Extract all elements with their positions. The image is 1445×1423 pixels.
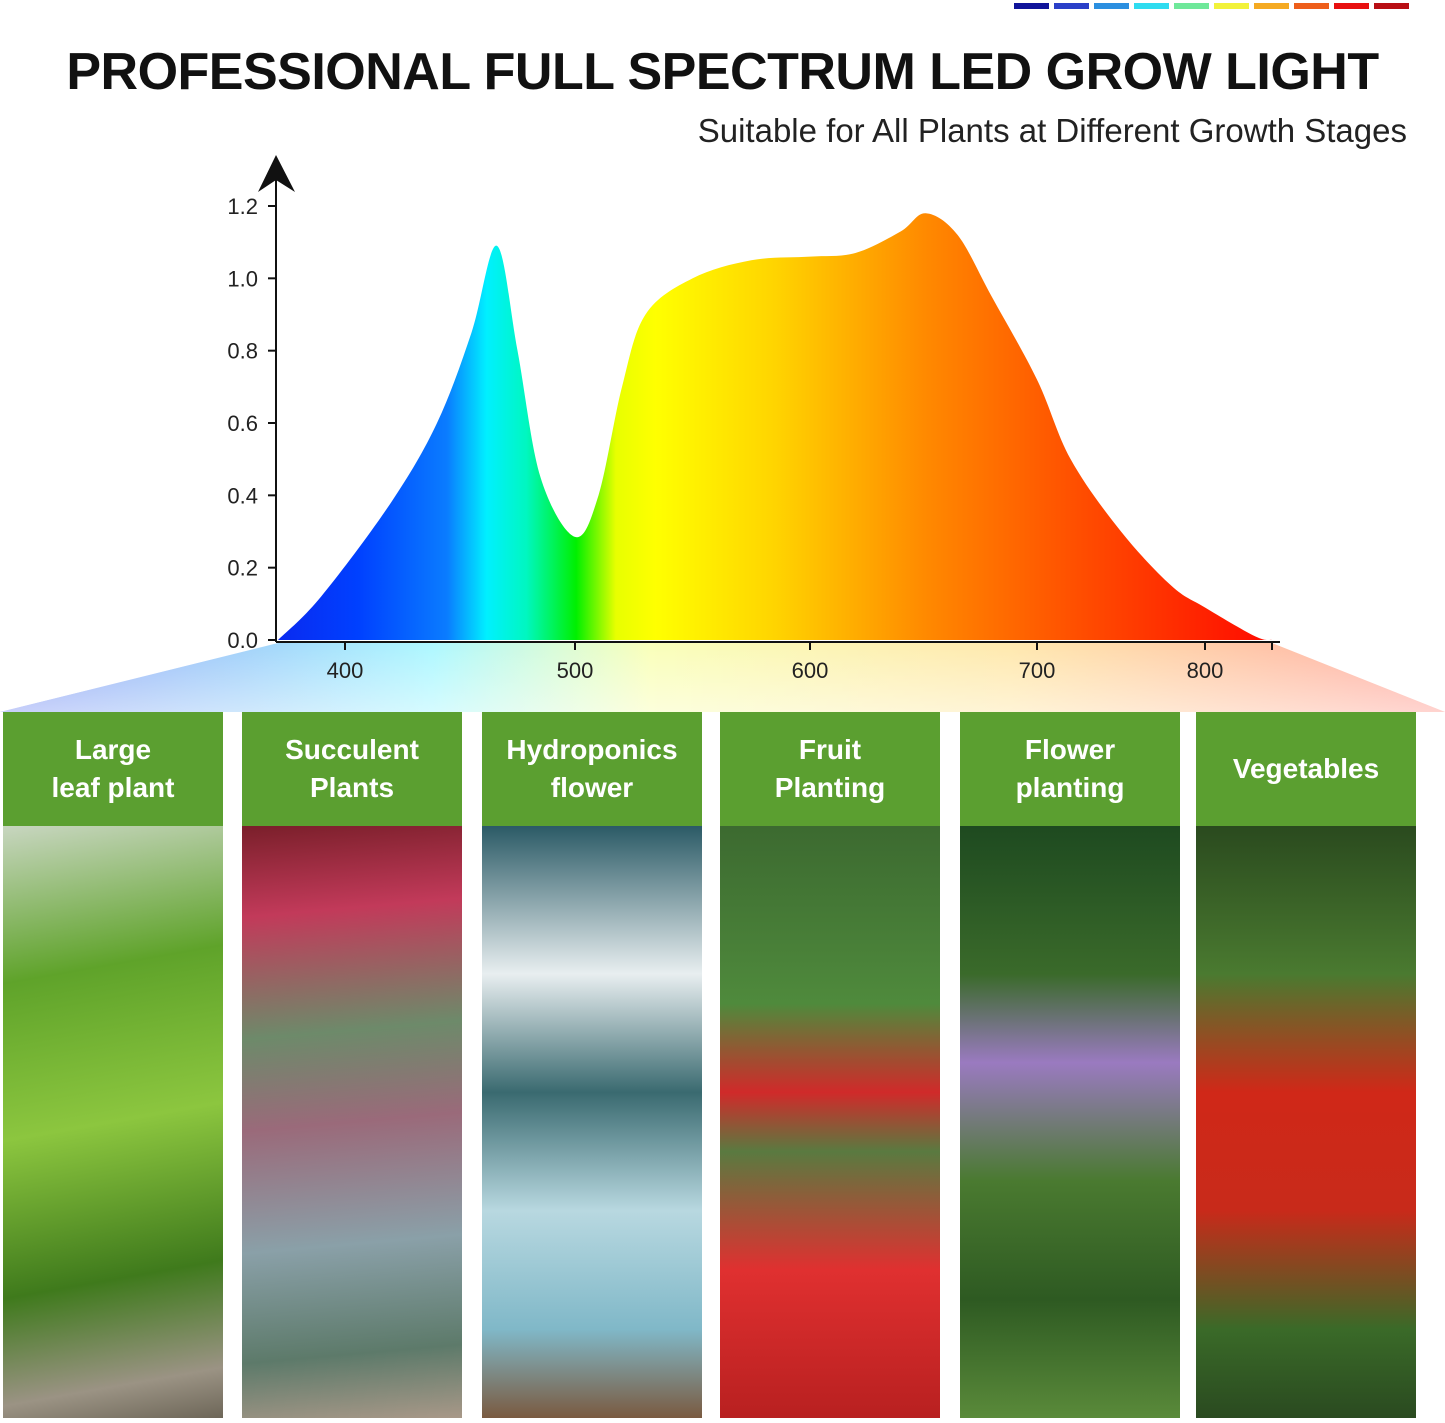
y-tick-label: 0.0	[227, 628, 258, 653]
y-tick-label: 1.0	[227, 266, 258, 291]
plant-photo	[3, 826, 223, 1418]
x-tick-label: 400	[327, 658, 364, 683]
plant-panel: Fruit Planting	[720, 712, 940, 1418]
panel-label-line: Succulent	[285, 734, 419, 765]
color-swatch	[1214, 3, 1249, 9]
spectrum-chart: 0.0 0.2 0.4 0.6 0.8 1.0 1.2 400 500 600 700 800	[0, 155, 1445, 712]
light-fan-fade	[0, 643, 1445, 712]
plant-photo	[960, 826, 1180, 1418]
panel-label-line: leaf plant	[51, 772, 175, 803]
panel-label-line: planting	[1015, 772, 1125, 803]
panel-label-line: Plants	[309, 772, 395, 803]
panel-label-line: Fruit	[798, 734, 862, 765]
color-swatch	[1294, 3, 1329, 9]
panel-label-line: flower	[550, 772, 634, 803]
color-swatch	[1174, 3, 1209, 9]
spectrum-area	[278, 213, 1272, 641]
plant-panel: Flower planting	[960, 712, 1180, 1418]
plant-panel: Hydroponics flower	[482, 712, 702, 1418]
x-tick-label: 700	[1019, 658, 1056, 683]
plant-photo	[482, 826, 702, 1418]
x-tick-label: 800	[1187, 658, 1224, 683]
panel-label: Hydroponics flower	[482, 712, 702, 826]
page-title: PROFESSIONAL FULL SPECTRUM LED GROW LIGH…	[66, 43, 1379, 101]
panel-label-line: Large	[74, 734, 152, 765]
panel-label: Flower planting	[960, 712, 1180, 826]
x-tick-label: 600	[792, 658, 829, 683]
plant-panel: Succulent Plants	[242, 712, 462, 1418]
color-swatch	[1054, 3, 1089, 9]
y-tick-label: 0.8	[227, 339, 258, 364]
plant-photo	[242, 826, 462, 1418]
y-tick-label: 0.4	[227, 483, 258, 508]
y-tick-label: 0.2	[227, 556, 258, 581]
plant-photo	[1196, 826, 1416, 1418]
panel-label: Succulent Plants	[242, 712, 462, 826]
y-tick-label: 0.6	[227, 411, 258, 436]
panel-label-line: Planting	[774, 772, 886, 803]
y-axis-arrow-icon	[258, 155, 295, 192]
panel-label: Large leaf plant	[3, 712, 223, 826]
color-swatch	[1334, 3, 1369, 9]
page-subtitle: Suitable for All Plants at Different Gro…	[697, 112, 1407, 149]
color-swatch	[1134, 3, 1169, 9]
color-swatch	[1374, 3, 1409, 9]
y-tick-label: 1.2	[227, 194, 258, 219]
panel-label: Vegetables	[1196, 712, 1416, 826]
panel-label: Fruit Planting	[720, 712, 940, 826]
color-swatch	[1014, 3, 1049, 9]
color-swatch	[1094, 3, 1129, 9]
panel-label-line: Vegetables	[1232, 753, 1380, 784]
plant-panel: Vegetables	[1196, 712, 1416, 1418]
plant-panel: Large leaf plant	[3, 712, 223, 1418]
plant-photo	[720, 826, 940, 1418]
color-swatch-strip	[1014, 3, 1409, 9]
panel-label-line: Flower	[1024, 734, 1116, 765]
panel-label-line: Hydroponics	[506, 734, 678, 765]
color-swatch	[1254, 3, 1289, 9]
x-tick-label: 500	[557, 658, 594, 683]
